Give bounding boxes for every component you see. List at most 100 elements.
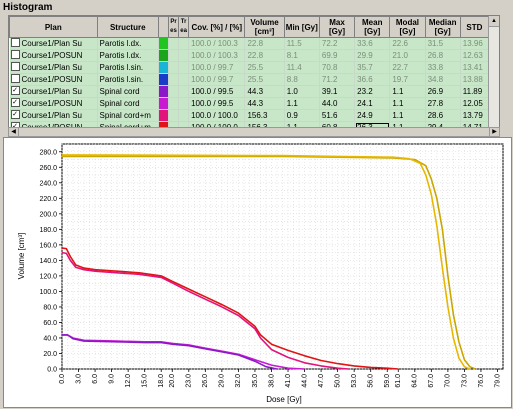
col-header-median[interactable]: Median [Gy]	[424, 16, 461, 38]
col-header-tr[interactable]: Tr ea	[178, 16, 190, 38]
mean-cell: 24.1	[354, 97, 391, 110]
plan-cell[interactable]: Course1/Plan Su	[9, 37, 98, 50]
mean-cell: 33.6	[354, 37, 391, 50]
row-visibility-checkbox[interactable]	[10, 49, 20, 59]
structure-cell[interactable]: Spinal cord	[97, 85, 159, 98]
mean-cell: 23.2	[354, 85, 391, 98]
y-tick-label: 160.0	[39, 242, 57, 249]
structure-cell[interactable]: Spinal cord	[97, 97, 159, 110]
plan-cell[interactable]: Course1/POSUN	[9, 49, 98, 62]
plan-name: Course1/POSUN	[21, 98, 83, 108]
scroll-right-arrow-icon[interactable]: ▶	[489, 128, 499, 136]
plan-cell[interactable]: Course1/POSUN	[9, 73, 98, 86]
tr-cell	[178, 97, 190, 110]
col-header-pr[interactable]: Pr es	[167, 16, 180, 38]
structure-cell[interactable]: Parotis l.sin.	[97, 61, 159, 74]
x-tick-label: 15.0	[142, 374, 149, 388]
structure-cell[interactable]: Parotis l.dx.	[97, 49, 159, 62]
y-tick-label: 180.0	[39, 227, 57, 234]
x-tick-label: 53.0	[351, 374, 358, 388]
row-visibility-checkbox[interactable]: ✓	[10, 85, 20, 95]
modal-cell: 22.6	[389, 37, 426, 50]
col-header-min[interactable]: Min [Gy]	[283, 16, 320, 38]
table-horizontal-scrollbar[interactable]: ◀ ▶	[8, 127, 500, 137]
median-cell: 27.8	[425, 97, 461, 110]
table-row[interactable]: Course1/POSUN Parotis l.dx. 100.0 / 100.3 2…	[9, 49, 490, 62]
median-cell: 28.6	[425, 109, 461, 122]
col-header-structure[interactable]: Structure	[96, 16, 159, 38]
pr-cell	[168, 97, 180, 110]
color-swatch	[158, 50, 168, 61]
structure-cell[interactable]: Parotis l.dx.	[97, 37, 159, 50]
structure-color-swatch[interactable]	[158, 61, 169, 74]
structure-cell[interactable]: Parotis l.sin.	[97, 73, 159, 86]
structure-color-swatch[interactable]	[158, 121, 169, 128]
pr-cell	[168, 49, 180, 62]
plan-cell[interactable]: Course1/Plan Su	[9, 61, 98, 74]
tr-cell	[178, 61, 190, 74]
min-cell: 1.1	[284, 121, 320, 128]
scroll-up-arrow-icon[interactable]: ▲	[489, 16, 499, 27]
stats-grid: Plan Structure Pr es Tr ea Cov. [%] / [%…	[9, 16, 490, 129]
structure-color-swatch[interactable]	[158, 97, 169, 110]
table-row[interactable]: Course1/Plan Su Parotis l.dx. 100.0 / 100.…	[9, 37, 490, 50]
table-row[interactable]: Course1/POSUN Parotis l.sin. 100.0 / 99.7 2…	[9, 73, 490, 86]
structure-color-swatch[interactable]	[158, 109, 169, 122]
col-header-max[interactable]: Max [Gy]	[318, 16, 356, 38]
col-header-volume[interactable]: Volume [cm³]	[244, 16, 285, 38]
x-axis-ticks: 0.0 3.0 6.0 9.0 12.0 15.0 18.0 20.0 23.0 26.0 29.0…	[59, 369, 501, 388]
col-header-plan[interactable]: Plan	[9, 16, 98, 38]
x-tick-label: 47.0	[318, 374, 325, 388]
x-tick-label: 44.0	[301, 374, 308, 388]
row-visibility-checkbox[interactable]	[10, 37, 20, 47]
col-header-modal[interactable]: Modal [Gy]	[389, 16, 426, 38]
volume-cell: 44.3	[244, 85, 285, 98]
scroll-left-arrow-icon[interactable]: ◀	[9, 128, 19, 136]
x-tick-label: 61.0	[395, 374, 402, 388]
structure-color-swatch[interactable]	[158, 73, 169, 86]
dvh-curve	[61, 154, 471, 370]
table-row[interactable]: ✓ Course1/Plan Su Spinal cord+m 100.0 / 100…	[9, 109, 490, 122]
col-header-mean[interactable]: Mean [Gy]	[354, 16, 391, 38]
row-visibility-checkbox[interactable]: ✓	[10, 109, 20, 119]
table-row[interactable]: ✓ Course1/POSUN Spinal cord+m 100.0 / 100.0…	[9, 121, 490, 129]
plan-cell[interactable]: ✓ Course1/POSUN	[9, 121, 98, 129]
max-cell: 51.6	[319, 109, 356, 122]
y-tick-label: 200.0	[39, 211, 57, 218]
y-tick-label: 280.0	[39, 149, 57, 156]
max-cell: 60.8	[319, 121, 356, 128]
structure-color-swatch[interactable]	[158, 49, 169, 62]
x-tick-label: 70.0	[445, 374, 452, 388]
max-cell: 72.2	[319, 37, 356, 50]
table-row[interactable]: ✓ Course1/POSUN Spinal cord 100.0 / 99.5 44.…	[9, 97, 490, 110]
plan-name: Course1/Plan Su	[21, 38, 82, 48]
structure-color-swatch[interactable]	[158, 85, 169, 98]
x-tick-label: 41.0	[285, 374, 292, 388]
structure-cell[interactable]: Spinal cord+m	[97, 109, 159, 122]
plan-cell[interactable]: ✓ Course1/POSUN	[9, 97, 98, 110]
pr-cell	[168, 61, 180, 74]
plan-cell[interactable]: ✓ Course1/Plan Su	[9, 85, 98, 98]
col-header-cov[interactable]: Cov. [%] / [%]	[188, 16, 246, 38]
x-tick-label: 18.0	[158, 374, 165, 388]
cov-cell: 100.0 / 100.3	[188, 49, 246, 62]
modal-cell: 22.7	[389, 61, 426, 74]
plan-cell[interactable]: ✓ Course1/Plan Su	[9, 109, 98, 122]
mean-cell: 24.9	[354, 109, 391, 122]
table-row[interactable]: ✓ Course1/Plan Su Spinal cord 100.0 / 99.5 4…	[9, 85, 490, 98]
col-header-color	[157, 16, 169, 38]
modal-cell: 1.1	[389, 97, 426, 110]
row-visibility-checkbox[interactable]: ✓	[10, 121, 20, 129]
row-visibility-checkbox[interactable]	[10, 73, 20, 83]
col-header-std[interactable]: STD	[459, 16, 490, 38]
row-visibility-checkbox[interactable]: ✓	[10, 97, 20, 107]
table-vertical-scrollbar[interactable]: ▲	[488, 16, 499, 128]
std-cell: 12.05	[460, 97, 490, 110]
plan-name: Course1/POSUN	[21, 50, 83, 60]
pr-cell	[168, 37, 180, 50]
table-row[interactable]: Course1/Plan Su Parotis l.sin. 100.0 / 99.…	[9, 61, 490, 74]
structure-color-swatch[interactable]	[158, 37, 169, 50]
row-visibility-checkbox[interactable]	[10, 61, 20, 71]
volume-cell: 156.3	[244, 109, 285, 122]
structure-cell[interactable]: Spinal cord+m	[97, 121, 159, 128]
